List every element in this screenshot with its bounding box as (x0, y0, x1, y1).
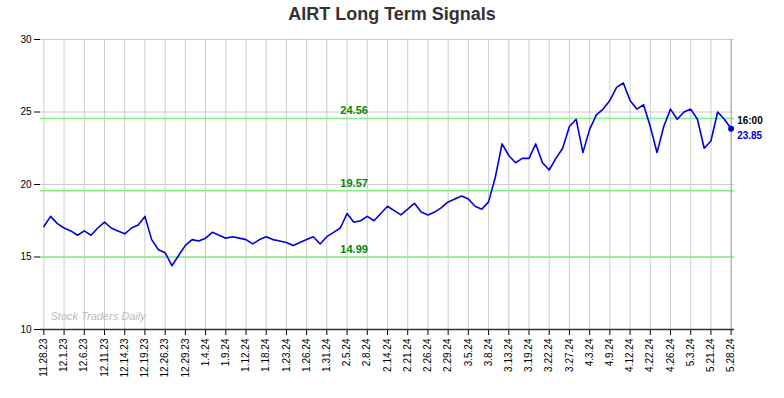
svg-text:2.5.24: 2.5.24 (341, 338, 352, 366)
svg-text:4.3.24: 4.3.24 (584, 338, 595, 366)
svg-text:2.21.24: 2.21.24 (402, 338, 413, 372)
svg-text:2.29.24: 2.29.24 (442, 338, 453, 372)
svg-text:12.1.23: 12.1.23 (58, 338, 69, 372)
svg-text:12.29.23: 12.29.23 (180, 338, 191, 377)
svg-text:15: 15 (20, 251, 32, 262)
svg-text:1.31.24: 1.31.24 (321, 338, 332, 372)
svg-text:12.26.23: 12.26.23 (159, 338, 170, 377)
svg-text:12.14.23: 12.14.23 (119, 338, 130, 377)
svg-text:25: 25 (20, 106, 32, 117)
svg-text:14.99: 14.99 (340, 243, 368, 255)
svg-text:1.18.24: 1.18.24 (260, 338, 271, 372)
svg-text:1.9.24: 1.9.24 (220, 338, 231, 366)
svg-text:12.11.23: 12.11.23 (99, 338, 110, 377)
svg-text:Stock Traders Daily: Stock Traders Daily (51, 310, 148, 322)
svg-text:1.4.24: 1.4.24 (200, 338, 211, 366)
svg-text:2.8.24: 2.8.24 (361, 338, 372, 366)
svg-text:1.23.24: 1.23.24 (281, 338, 292, 372)
svg-text:3.5.24: 3.5.24 (463, 338, 474, 366)
svg-text:10: 10 (20, 324, 32, 335)
svg-text:3.13.24: 3.13.24 (503, 338, 514, 372)
svg-text:5.21.24: 5.21.24 (705, 338, 716, 372)
svg-text:5.28.24: 5.28.24 (725, 338, 736, 372)
svg-text:23.85: 23.85 (737, 130, 762, 141)
svg-text:4.12.24: 4.12.24 (624, 338, 635, 372)
svg-text:3.27.24: 3.27.24 (564, 338, 575, 372)
svg-text:5.3.24: 5.3.24 (685, 338, 696, 366)
svg-text:11.28.23: 11.28.23 (38, 338, 49, 377)
svg-text:3.22.24: 3.22.24 (543, 338, 554, 372)
svg-text:4.26.24: 4.26.24 (665, 338, 676, 372)
svg-text:20: 20 (20, 179, 32, 190)
svg-text:12.6.23: 12.6.23 (78, 338, 89, 372)
svg-text:2.26.24: 2.26.24 (422, 338, 433, 372)
svg-text:30: 30 (20, 34, 32, 45)
svg-text:3.8.24: 3.8.24 (483, 338, 494, 366)
svg-text:2.14.24: 2.14.24 (382, 338, 393, 372)
svg-text:19.57: 19.57 (340, 177, 368, 189)
svg-text:1.12.24: 1.12.24 (240, 338, 251, 372)
svg-text:12.19.23: 12.19.23 (139, 338, 150, 377)
svg-text:4.9.24: 4.9.24 (604, 338, 615, 366)
svg-text:4.22.24: 4.22.24 (644, 338, 655, 372)
html-text:AIRT Long Term Signals: AIRT Long Term Signals (288, 4, 496, 24)
svg-text:1.26.24: 1.26.24 (301, 338, 312, 372)
svg-text:24.56: 24.56 (340, 104, 368, 116)
svg-text:3.19.24: 3.19.24 (523, 338, 534, 372)
svg-text:16:00: 16:00 (737, 115, 763, 126)
